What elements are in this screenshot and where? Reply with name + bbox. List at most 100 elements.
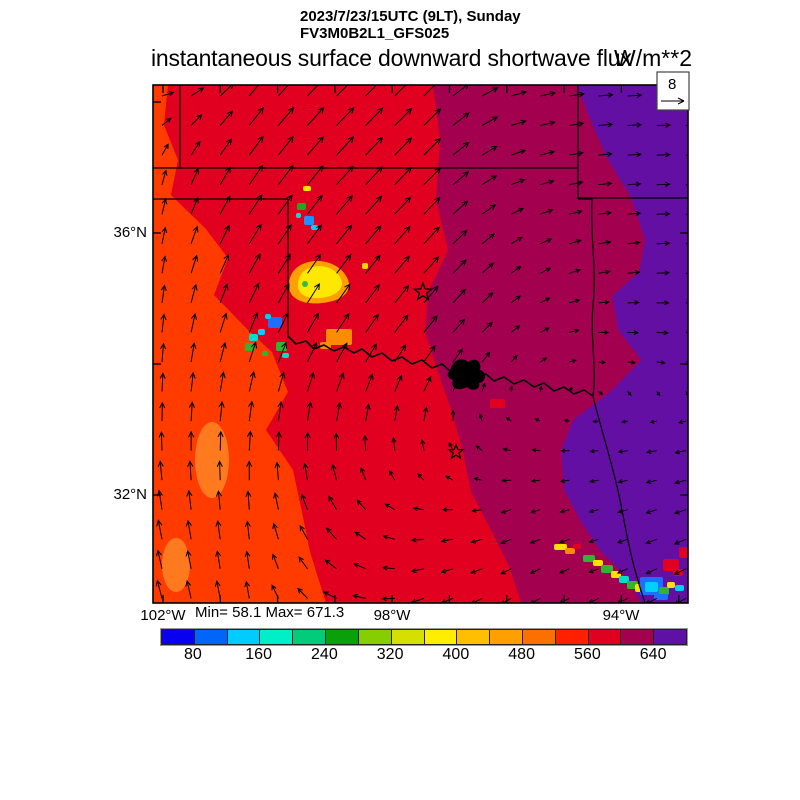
- wind-arrow: [160, 342, 167, 362]
- wind-legend-box: [656, 71, 690, 111]
- convective-speck: [679, 547, 688, 558]
- wind-arrow: [529, 538, 541, 544]
- wind-arrow: [161, 169, 168, 185]
- wind-arrow: [307, 106, 325, 126]
- wind-arrow: [530, 509, 541, 514]
- wind-arrow: [481, 382, 486, 392]
- wind-arrow: [394, 225, 411, 245]
- wind-arrow: [394, 137, 413, 156]
- wind-arrow: [675, 597, 687, 603]
- wind-arrow: [569, 150, 584, 157]
- wind-arrow: [598, 299, 611, 305]
- wind-arrow: [189, 371, 196, 392]
- wind-arrow: [215, 550, 222, 569]
- wind-arrow: [598, 151, 613, 157]
- wind-arrow: [161, 143, 169, 156]
- field-east-central-region: [425, 85, 645, 603]
- wind-arrow: [157, 460, 164, 481]
- wind-arrow: [299, 524, 308, 540]
- wind-arrow: [307, 165, 324, 186]
- wind-arrow: [391, 436, 397, 451]
- wind-arrow: [568, 386, 573, 392]
- wind-arrow: [450, 409, 456, 422]
- wind-arrow: [627, 240, 641, 246]
- wind-arrow: [560, 448, 570, 453]
- colorbar-cell: [457, 629, 491, 645]
- wind-arrow: [478, 413, 483, 422]
- wind-arrow: [598, 122, 614, 128]
- wind-arrow: [336, 283, 351, 304]
- wind-arrow: [394, 314, 409, 333]
- colorbar-cell: [194, 629, 228, 645]
- wind-arrow: [382, 534, 395, 540]
- wind-arrow: [598, 391, 604, 396]
- wind-legend-value: 8: [668, 76, 676, 93]
- wind-arrow: [248, 341, 258, 363]
- wind-arrow: [656, 391, 661, 397]
- wind-arrow: [540, 267, 552, 274]
- colorbar-cell: [161, 629, 195, 645]
- convective-speck: [663, 559, 679, 571]
- wind-arrow: [452, 141, 470, 156]
- convective-speck: [326, 329, 352, 345]
- wind-arrow: [569, 298, 581, 304]
- convective-speck: [296, 213, 301, 218]
- wind-arrow: [190, 312, 197, 333]
- wind-arrow: [598, 360, 607, 365]
- convective-specks-group: [245, 186, 688, 600]
- wind-arrow: [272, 522, 279, 540]
- wind-arrow: [365, 373, 374, 392]
- wind-arrow: [246, 430, 254, 451]
- wind-arrow: [160, 313, 167, 333]
- wind-arrow: [219, 195, 231, 215]
- wind-arrow: [217, 430, 224, 451]
- convective-speck: [659, 587, 669, 595]
- wind-arrow: [190, 342, 197, 362]
- wind-arrow: [617, 509, 628, 514]
- colorbar-tick-label: 640: [639, 646, 667, 663]
- wind-arrow: [452, 171, 470, 186]
- wind-arrow: [678, 419, 686, 424]
- wind-arrow: [646, 449, 657, 454]
- wind-arrow: [351, 593, 366, 599]
- wind-arrow: [656, 240, 671, 246]
- convective-speck: [303, 186, 311, 191]
- wind-arrow: [188, 401, 195, 422]
- wind-arrow: [645, 568, 657, 575]
- wind-arrow: [540, 357, 548, 363]
- wind-arrow: [598, 210, 613, 216]
- wind-arrow: [423, 196, 441, 215]
- wind-arrow: [502, 447, 512, 452]
- wind-arrow: [248, 164, 264, 185]
- convective-speck: [265, 314, 271, 319]
- convective-speck: [282, 353, 289, 358]
- wind-arrow: [331, 463, 338, 481]
- convective-speck: [258, 329, 265, 335]
- wind-arrow: [645, 479, 657, 484]
- minmax-text: Min= 58.1 Max= 671.3: [195, 604, 345, 621]
- wind-arrow: [649, 419, 657, 424]
- wind-arrow: [336, 224, 353, 245]
- colorbar-cell: [588, 629, 622, 645]
- wind-arrow: [246, 460, 253, 481]
- convective-blob-inner: [297, 266, 342, 299]
- wind-arrow: [529, 568, 541, 574]
- wind-arrow: [384, 503, 396, 511]
- city-star-markers: [412, 281, 465, 460]
- wind-arrow: [248, 400, 255, 422]
- wind-arrow: [277, 223, 292, 245]
- wind-arrow: [219, 283, 229, 304]
- wind-arrow: [364, 403, 371, 422]
- lon-label-94w: 94°W: [602, 607, 640, 624]
- wind-arrow: [297, 587, 308, 599]
- wind-arrow: [278, 164, 294, 186]
- colorbar-cell: [391, 629, 425, 645]
- wind-arrow: [423, 85, 440, 97]
- wind-arrow: [185, 579, 192, 599]
- wind-arrow: [219, 312, 228, 333]
- wind-arrow: [156, 549, 163, 569]
- colorbar-cell: [293, 629, 327, 645]
- lat-label-32n: 32°N: [113, 486, 147, 503]
- convective-blob-core: [302, 281, 308, 287]
- wind-arrow: [423, 285, 439, 304]
